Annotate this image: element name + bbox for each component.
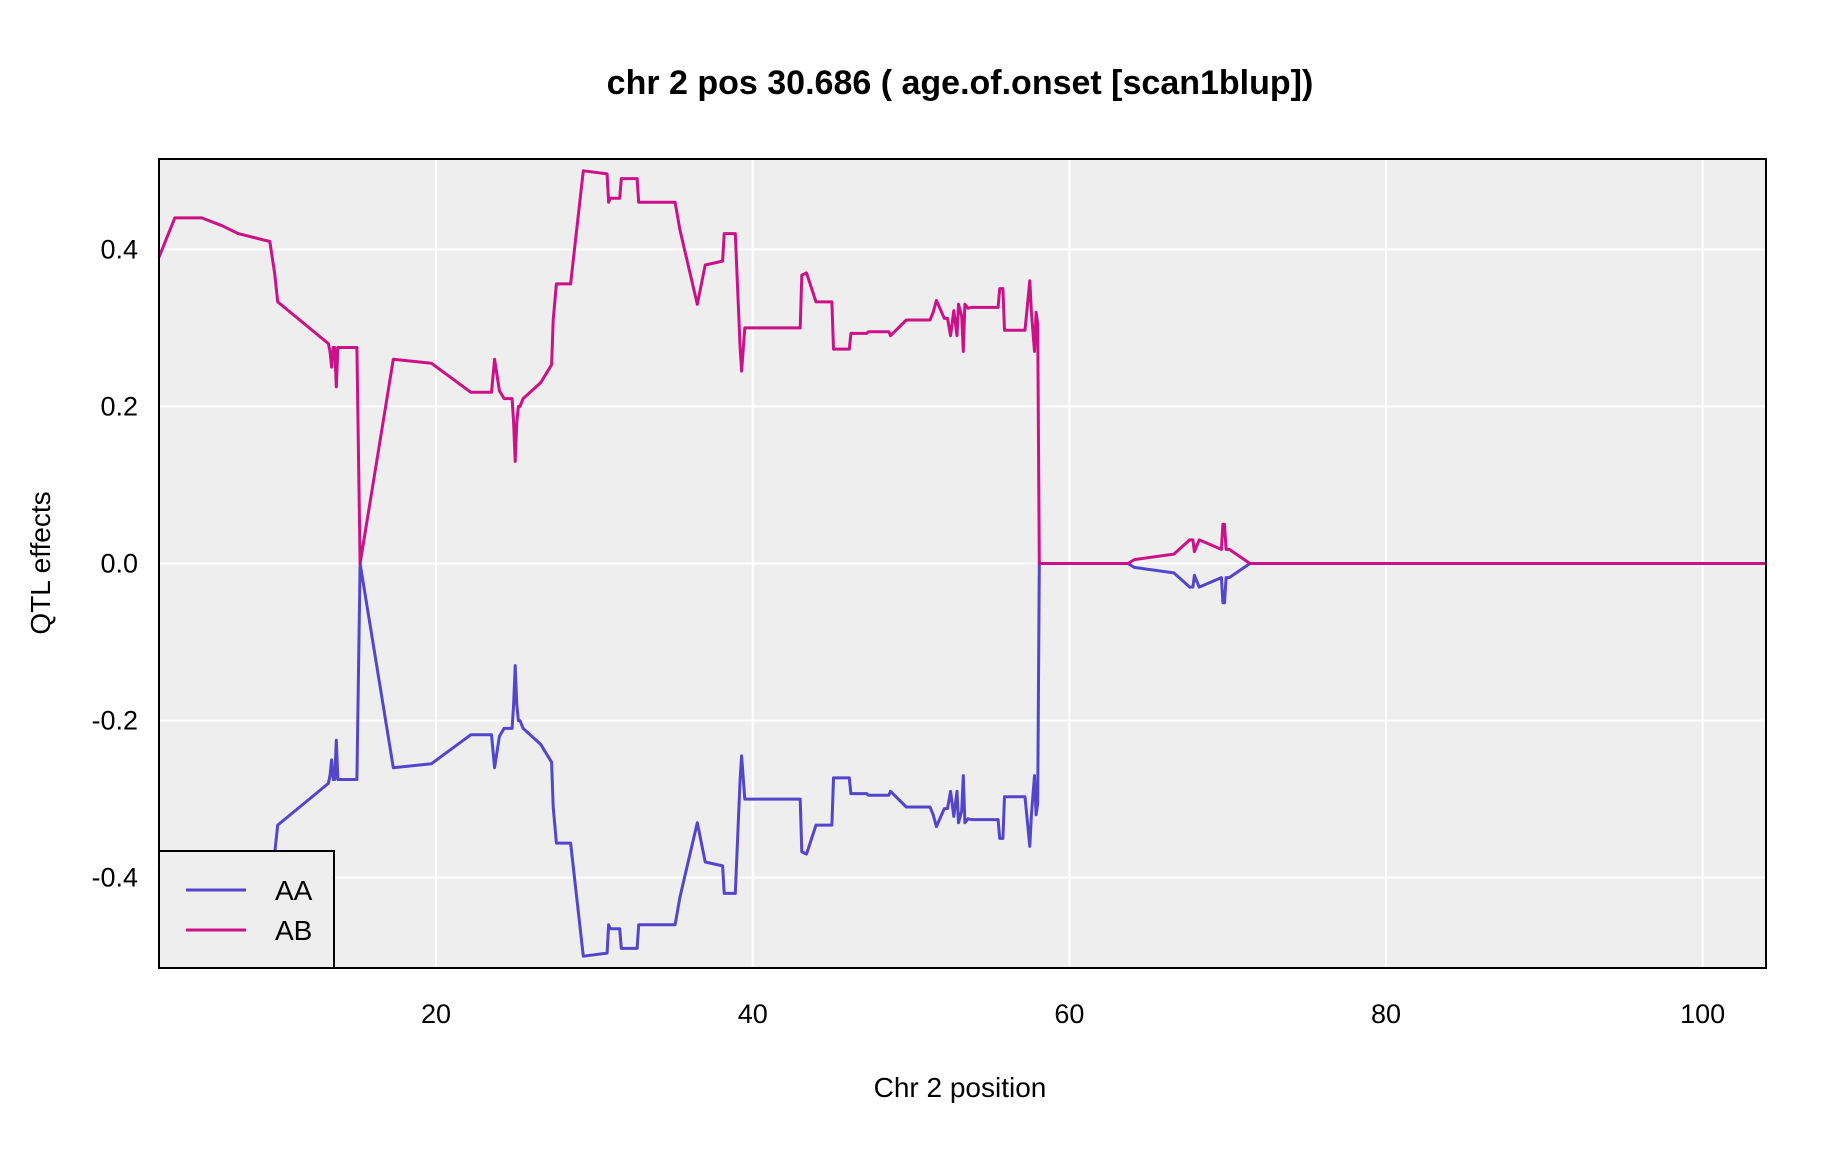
- series-layer: [157, 169, 1766, 958]
- y-axis-ticks: -0.4 -0.2 0.0 0.2 0.4: [91, 234, 138, 892]
- x-tick-label: 60: [1054, 999, 1084, 1029]
- series-line-aa: [157, 562, 1766, 958]
- y-tick-label: 0.2: [100, 391, 138, 421]
- x-axis-label: Chr 2 position: [874, 1072, 1047, 1103]
- chart-title: chr 2 pos 30.686 ( age.of.onset [scan1bl…: [607, 64, 1314, 102]
- series-line-ab: [157, 169, 1766, 565]
- y-tick-label: -0.2: [91, 706, 138, 736]
- x-tick-label: 80: [1371, 999, 1401, 1029]
- y-axis-label: QTL effects: [25, 491, 56, 634]
- x-tick-label: 40: [738, 999, 768, 1029]
- x-tick-label: 20: [421, 999, 451, 1029]
- legend-box: [158, 850, 335, 969]
- legend: AA AB: [158, 850, 335, 969]
- legend-label-aa: AA: [275, 875, 313, 906]
- y-tick-label: 0.0: [100, 549, 138, 579]
- x-tick-label: 100: [1680, 999, 1725, 1029]
- x-axis-ticks: 20 40 60 80 100: [421, 999, 1725, 1029]
- y-tick-label: -0.4: [91, 863, 138, 893]
- plot-frame: [158, 158, 1767, 969]
- y-tick-label: 0.4: [100, 234, 138, 264]
- legend-label-ab: AB: [275, 915, 312, 946]
